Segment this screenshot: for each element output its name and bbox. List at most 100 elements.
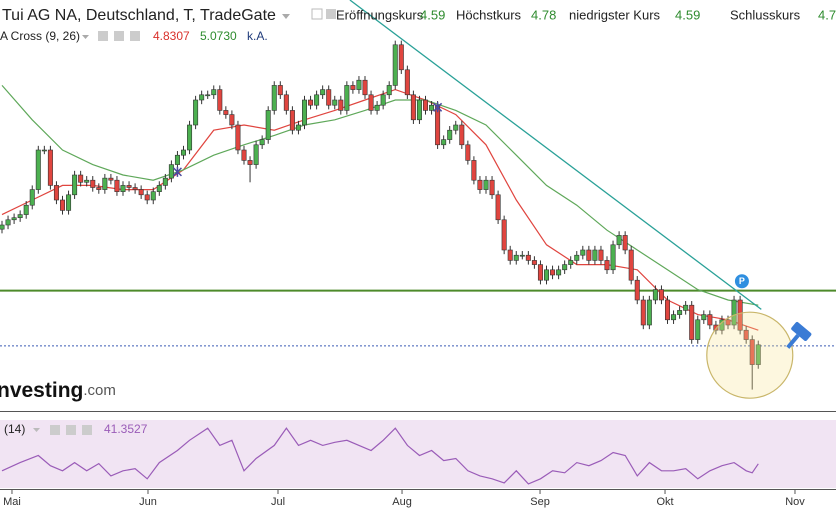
candle-body xyxy=(132,187,138,190)
candle-body xyxy=(368,94,374,111)
quote-label: Eröffnungskurs xyxy=(336,7,424,22)
candle-body xyxy=(628,249,634,281)
x-tick-label: Aug xyxy=(392,496,412,508)
indicator-value: 5.0730 xyxy=(200,29,237,43)
candle-body xyxy=(302,99,308,126)
candle-body xyxy=(513,254,519,261)
candle-body xyxy=(574,254,580,261)
cross-marker xyxy=(433,102,443,113)
candle-body xyxy=(586,249,592,261)
candle-body xyxy=(489,179,495,196)
candle-body xyxy=(362,79,368,96)
candle-body xyxy=(544,269,550,281)
icon[interactable] xyxy=(326,9,336,19)
candle-body xyxy=(265,110,271,140)
candle-body xyxy=(525,254,531,261)
cross-marker xyxy=(172,166,182,177)
candle-body xyxy=(483,179,489,190)
x-tick-label: Mai xyxy=(3,496,21,508)
candle-body xyxy=(277,85,283,96)
candle-body xyxy=(253,144,259,165)
candle-body xyxy=(622,235,628,251)
indicator-value: k.A. xyxy=(247,29,268,43)
icon[interactable] xyxy=(311,8,323,20)
icon[interactable] xyxy=(50,425,60,435)
candle-body xyxy=(308,99,314,106)
candle-body xyxy=(193,99,199,126)
candle-body xyxy=(235,124,241,151)
candle-body xyxy=(610,244,616,271)
candle-body xyxy=(205,94,211,97)
candle-body xyxy=(598,249,604,261)
candle-body xyxy=(658,289,664,301)
x-axis: Mai Jun Jul Aug Sep Okt Nov xyxy=(3,490,805,508)
candle-body xyxy=(59,199,65,211)
badge xyxy=(734,274,749,289)
candle-body xyxy=(314,94,320,106)
candle-body xyxy=(689,304,695,340)
dropdown-icon[interactable] xyxy=(282,14,290,19)
candle-body xyxy=(23,204,29,215)
candle-body xyxy=(695,319,701,340)
highlight-circle xyxy=(706,311,794,399)
candle-body xyxy=(550,269,556,276)
candle-body xyxy=(168,164,174,179)
icon[interactable] xyxy=(98,31,108,41)
candle-body xyxy=(737,299,743,331)
candle-body xyxy=(429,104,435,111)
candle-body xyxy=(0,224,5,230)
candle-body xyxy=(187,124,193,151)
icon[interactable] xyxy=(66,425,76,435)
candle-body xyxy=(671,314,677,321)
candle-body xyxy=(47,149,53,186)
candle-body xyxy=(477,179,483,190)
candle-body xyxy=(441,139,447,146)
candle-body xyxy=(96,187,102,190)
candle-body xyxy=(640,299,646,326)
candle-body xyxy=(223,110,229,115)
candle-body xyxy=(562,264,568,271)
candle-body xyxy=(17,214,23,219)
trendline xyxy=(349,0,762,310)
candle-body xyxy=(465,144,471,161)
icon[interactable] xyxy=(114,31,124,41)
candle-body xyxy=(271,85,277,111)
rsi-label: (14) xyxy=(4,422,25,436)
rsi-line xyxy=(1,427,759,485)
indicator-name: A Cross (9, 26) xyxy=(0,29,80,43)
candle-body xyxy=(374,104,380,111)
candle-body xyxy=(501,219,507,251)
quote-label: Höchstkurs xyxy=(456,7,522,22)
dropdown-icon[interactable] xyxy=(33,428,40,432)
overlay: P xyxy=(706,274,794,399)
candle-body xyxy=(11,217,17,221)
candle-body xyxy=(259,139,265,146)
candle-body xyxy=(350,85,356,90)
candle-body xyxy=(537,264,543,281)
candle-body xyxy=(247,160,253,165)
dropdown-icon[interactable] xyxy=(82,35,89,39)
candle-body xyxy=(568,260,574,265)
x-tick-label: Jul xyxy=(271,496,285,508)
candle-body xyxy=(66,194,72,211)
candle-body xyxy=(459,124,465,146)
icon[interactable] xyxy=(130,31,140,41)
quote-label: niedrigster Kurs xyxy=(569,7,661,22)
candle-body xyxy=(320,89,326,96)
candle-body xyxy=(453,124,459,131)
candle-body xyxy=(114,179,120,192)
quote-value: 4.78 xyxy=(531,7,556,22)
gavel-icon[interactable] xyxy=(780,321,812,354)
x-tick-label: Okt xyxy=(656,496,673,508)
candle-body xyxy=(416,99,422,121)
candle-body xyxy=(604,260,610,271)
icon[interactable] xyxy=(82,425,92,435)
candle-body xyxy=(531,260,537,265)
candle-body xyxy=(646,299,652,326)
candle-body xyxy=(241,149,247,161)
candle-body xyxy=(447,129,453,140)
badge-text: P xyxy=(739,276,745,286)
candle-body xyxy=(556,269,562,276)
candle-body xyxy=(592,249,598,261)
